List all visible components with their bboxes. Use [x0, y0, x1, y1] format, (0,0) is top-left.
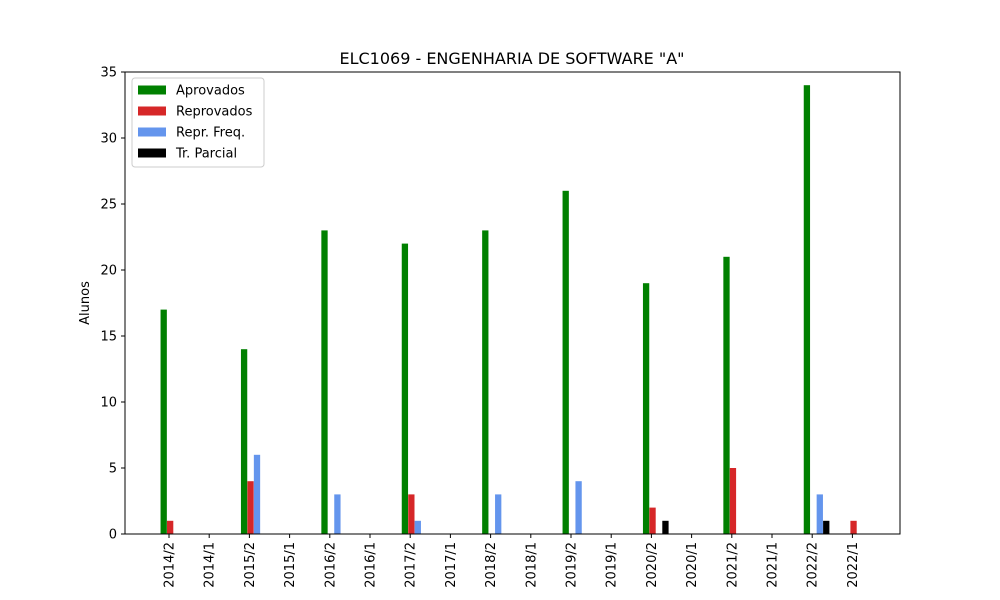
- x-axis-ticks: 2014/2 2014/1 2015/2 2015/1 2016/2 2016/1 2017…: [163, 534, 861, 588]
- bar-aprovados-2021-2: [723, 256, 730, 534]
- x-tick-label: 2018/2: [484, 542, 499, 588]
- plot-frame: [124, 71, 901, 535]
- x-tick-label: 2021/1: [766, 542, 781, 588]
- bar-repr-freq-2017-2: [414, 520, 421, 534]
- x-tick-label: 2020/2: [645, 542, 660, 588]
- bar-aprovados-2014-2: [160, 309, 167, 534]
- x-tick-label: 2022/2: [806, 542, 821, 588]
- bar-aprovados-2019-2: [562, 190, 569, 535]
- y-tick-label: 35: [100, 66, 117, 81]
- x-tick-label: 2016/1: [364, 542, 379, 588]
- y-axis-label: Alunos: [78, 281, 93, 325]
- x-tick-label: 2016/2: [323, 542, 338, 588]
- legend-label: Reprovados: [176, 105, 253, 120]
- legend-label: Aprovados: [176, 84, 245, 99]
- bar-reprovados-2022-1: [850, 520, 857, 534]
- bar-repr-freq-2019-2: [575, 481, 582, 534]
- bar-aprovados-2020-2: [642, 283, 650, 534]
- y-tick-label: 10: [100, 396, 117, 411]
- bar-repr-freq-2016-2: [334, 494, 341, 534]
- bar-repr-freq-2018-2: [495, 494, 502, 534]
- y-tick-label: 15: [100, 330, 117, 345]
- x-tick-label: 2021/2: [725, 542, 740, 588]
- x-tick-label: 2014/2: [163, 542, 178, 588]
- bar-repr-freq-2022-2: [816, 494, 823, 534]
- x-tick-label: 2019/1: [605, 542, 620, 588]
- x-tick-label: 2014/1: [203, 542, 218, 588]
- bar-tr-parcial-2022-2: [823, 520, 830, 534]
- x-tick-label: 2015/2: [243, 542, 258, 588]
- bar-reprovados-2015-2: [247, 481, 254, 534]
- y-tick-label: 25: [100, 198, 117, 213]
- y-tick-label: 20: [100, 264, 117, 279]
- x-tick-label: 2022/1: [846, 542, 861, 588]
- x-tick-label: 2018/1: [524, 542, 539, 588]
- bar-reprovados-2021-2: [729, 468, 737, 534]
- legend-swatch: [138, 127, 166, 137]
- bar-aprovados-2016-2: [321, 230, 328, 534]
- x-tick-label: 2017/1: [444, 542, 459, 588]
- y-tick-label: 0: [109, 528, 117, 543]
- bar-tr-parcial-2020-2: [662, 520, 669, 534]
- legend-label: Repr. Freq.: [176, 126, 245, 141]
- bar-aprovados-2015-2: [240, 349, 248, 534]
- x-tick-label: 2020/1: [685, 542, 700, 588]
- x-tick-label: 2019/2: [565, 542, 580, 588]
- legend: Aprovados Reprovados Repr. Freq. Tr. Parcia…: [131, 77, 265, 168]
- legend-label: Tr. Parcial: [175, 147, 237, 162]
- y-tick-label: 30: [100, 132, 117, 147]
- bar-reprovados-2020-2: [649, 507, 656, 534]
- legend-swatch: [138, 148, 166, 158]
- bars-group: [160, 85, 857, 535]
- legend-swatch: [138, 106, 166, 116]
- x-tick-label: 2015/1: [283, 542, 298, 588]
- bar-repr-freq-2015-2: [253, 454, 261, 534]
- x-tick-label: 2017/2: [404, 542, 419, 588]
- legend-swatch: [138, 85, 166, 95]
- y-axis-ticks: 0 5 10 15 20 25 30 35: [100, 66, 125, 543]
- bar-aprovados-2018-2: [482, 230, 489, 534]
- y-tick-label: 5: [109, 462, 117, 477]
- bar-reprovados-2017-2: [408, 494, 415, 534]
- legend-box: [131, 77, 265, 168]
- bar-aprovados-2017-2: [401, 243, 409, 534]
- chart-title: ELC1069 - ENGENHARIA DE SOFTWARE "A": [339, 49, 684, 68]
- bar-aprovados-2022-2: [803, 85, 811, 534]
- bar-reprovados-2014-2: [167, 520, 174, 534]
